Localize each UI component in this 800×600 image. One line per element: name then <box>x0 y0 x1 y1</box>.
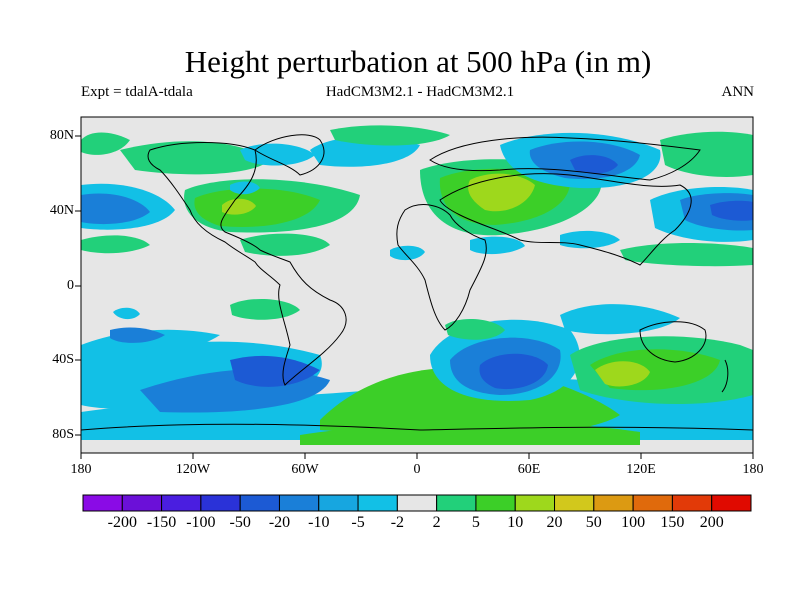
lat-label-40n: 40N <box>49 203 74 218</box>
lon-label-180w: 180 <box>70 462 92 477</box>
colorbar-label: -10 <box>308 514 330 531</box>
colorbar-swatch <box>278 494 320 512</box>
colorbar-label: 10 <box>507 514 524 531</box>
colorbar <box>82 494 752 512</box>
lon-label-180e: 180 <box>742 462 764 477</box>
map-title: Height perturbation at 500 hPa (in m) <box>184 44 652 79</box>
colorbar-label: 2 <box>432 514 441 531</box>
lat-label-80s: 80S <box>52 427 74 442</box>
colorbar-swatch <box>671 494 713 512</box>
experiment-label: Expt = tdalA-tdala <box>81 84 193 100</box>
colorbar-swatch <box>632 494 673 512</box>
contour-field <box>81 125 753 445</box>
colorbar-label: -5 <box>351 514 365 531</box>
colorbar-label: 50 <box>585 514 602 531</box>
season-label: ANN <box>721 84 755 100</box>
colorbar-swatch <box>121 494 163 512</box>
colorbar-swatch <box>82 494 123 512</box>
model-label: HadCM3M2.1 - HadCM3M2.1 <box>325 84 515 100</box>
lat-label-0: 0 <box>67 278 74 293</box>
colorbar-swatch <box>396 494 438 512</box>
lat-label-40s: 40S <box>52 352 74 367</box>
colorbar-label: -100 <box>186 514 216 531</box>
colorbar-label: 5 <box>471 514 480 531</box>
colorbar-label: -200 <box>107 514 137 531</box>
lon-label-60e: 60E <box>517 462 541 477</box>
colorbar-label: 200 <box>699 514 724 531</box>
colorbar-swatch <box>711 494 752 512</box>
lon-label-120e: 120E <box>626 462 656 477</box>
lon-label-60w: 60W <box>291 462 319 477</box>
colorbar-label: -50 <box>229 514 251 531</box>
colorbar-swatch <box>318 494 359 512</box>
colorbar-swatch <box>239 494 280 512</box>
lon-label-0: 0 <box>413 462 421 477</box>
colorbar-label: -2 <box>390 514 405 531</box>
colorbar-label: -20 <box>268 514 291 531</box>
colorbar-swatch <box>200 494 241 512</box>
colorbar-swatch <box>514 494 556 512</box>
colorbar-swatch <box>475 494 516 512</box>
axis-ticks <box>75 135 754 459</box>
colorbar-label: -150 <box>146 514 177 531</box>
coastlines <box>81 134 753 431</box>
colorbar-swatch <box>554 494 595 512</box>
colorbar-swatch <box>593 494 634 512</box>
colorbar-label: 100 <box>621 514 646 531</box>
colorbar-label: 150 <box>660 514 685 531</box>
colorbar-swatch <box>161 494 202 512</box>
lon-label-120w: 120W <box>175 462 211 477</box>
colorbar-swatch <box>357 494 398 512</box>
colorbar-label: 20 <box>546 514 563 531</box>
lat-label-80n: 80N <box>49 128 74 143</box>
colorbar-swatch <box>436 494 477 512</box>
